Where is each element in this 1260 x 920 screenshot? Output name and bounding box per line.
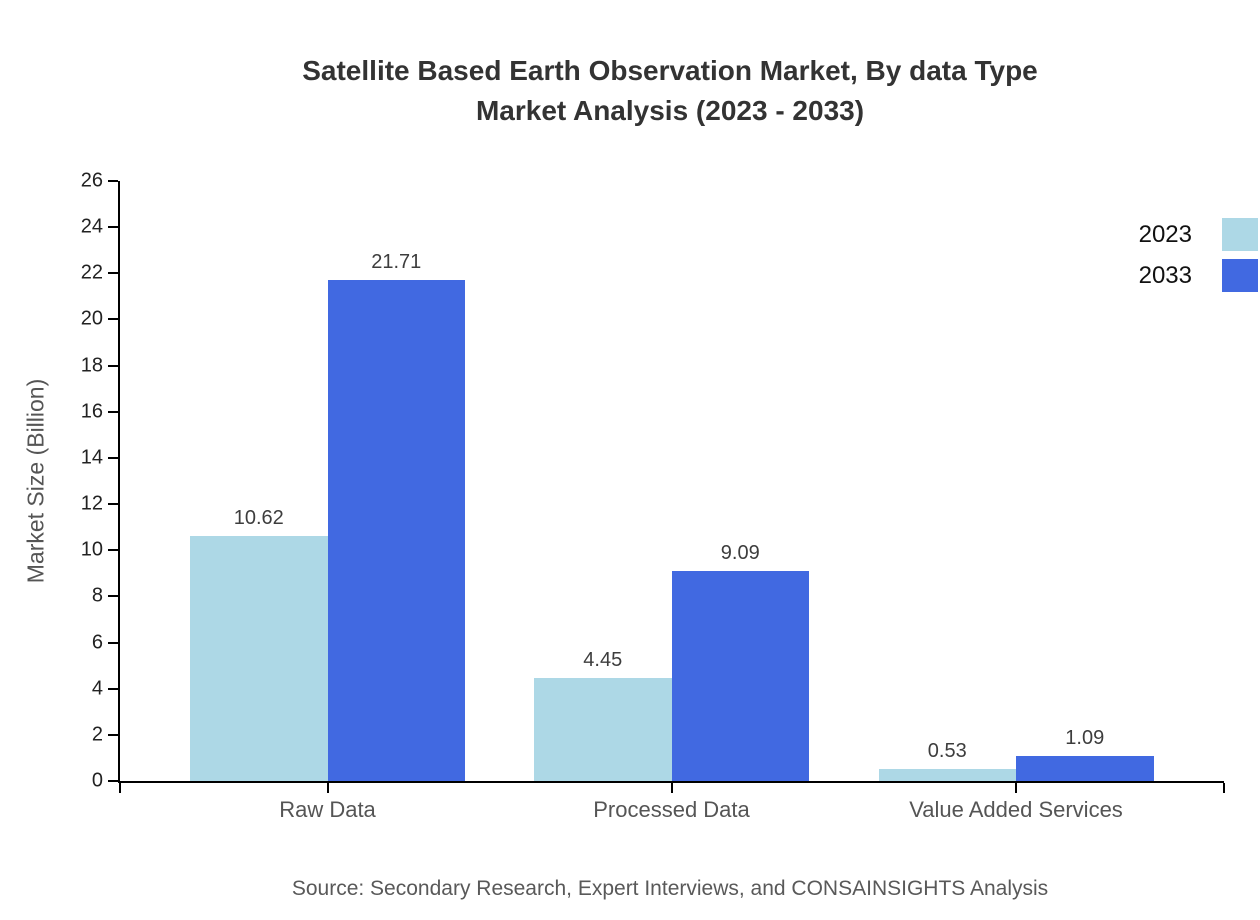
y-axis-tick-label: 10 (80, 538, 103, 561)
y-axis-tick (108, 180, 118, 182)
source-note: Source: Secondary Research, Expert Inter… (291, 877, 1049, 900)
x-axis-outer-tick (119, 783, 121, 793)
bar-2033-processed-data (671, 571, 809, 781)
legend: 2023 2033 (1139, 218, 1258, 292)
value-label: 4.45 (583, 649, 623, 672)
y-axis-tick-label: 2 (91, 723, 103, 746)
legend-label: 2033 (1138, 261, 1192, 289)
y-axis-tick (108, 733, 118, 736)
y-axis-tick-label: 14 (80, 446, 103, 469)
legend-swatch (1222, 218, 1258, 251)
y-axis-tick (108, 780, 118, 782)
y-axis-tick-label: 4 (91, 677, 103, 700)
x-axis-tick (326, 783, 329, 793)
y-axis-tick (108, 410, 118, 413)
y-axis-tick (108, 456, 118, 459)
x-axis-tick-label: Processed Data (593, 797, 750, 822)
value-label: 0.53 (927, 739, 967, 762)
y-axis-tick-label: 8 (91, 584, 103, 607)
x-axis-tick (670, 783, 673, 793)
y-axis-tick-label: 0 (91, 769, 103, 792)
plot-area: 0 2 4 6 8 10 12 14 16 18 20 22 24 26 Raw Data 10.62 21.7… (81, 170, 1225, 822)
bar-2023-raw-data (190, 535, 328, 781)
bar-2023-processed-data (534, 678, 672, 781)
y-axis-tick (108, 549, 118, 552)
chart-title-line-2: Market Analysis (2023 - 2033) (475, 95, 865, 126)
legend-swatch (1222, 259, 1258, 292)
bar-2033-value-added-services (1016, 755, 1154, 781)
y-axis-tick (108, 641, 118, 644)
y-axis-tick-label: 20 (80, 307, 103, 330)
value-label: 1.09 (1065, 726, 1105, 749)
value-label: 10.62 (233, 506, 284, 529)
legend-label: 2023 (1138, 220, 1192, 248)
y-axis-tick-label: 6 (91, 631, 103, 654)
chart-title: Satellite Based Earth Observation Market… (90, 51, 1250, 131)
y-axis-tick (108, 687, 118, 690)
legend-item-2033: 2033 (1139, 259, 1258, 292)
y-axis-title: Market Size (Billion) (22, 378, 49, 584)
bar-2033-raw-data (327, 280, 465, 781)
y-axis-tick-label: 16 (80, 400, 103, 423)
value-label: 21.71 (371, 251, 422, 273)
x-axis-tick-label: Raw Data (279, 797, 376, 822)
value-label: 9.09 (720, 542, 760, 565)
x-axis-tick (1015, 783, 1017, 793)
legend-item-2023: 2023 (1139, 218, 1258, 251)
y-axis-tick (108, 318, 118, 321)
chart-title-line-1: Satellite Based Earth Observation Market… (302, 55, 1038, 86)
y-axis-tick-label: 18 (80, 354, 103, 377)
y-axis-tick-label: 24 (80, 215, 103, 238)
y-axis-tick (108, 272, 118, 275)
y-axis-tick (108, 503, 118, 506)
y-axis-tick-label: 12 (80, 492, 103, 515)
y-axis-tick (108, 595, 118, 598)
y-axis-tick-label: 22 (80, 261, 103, 284)
y-axis-tick (108, 364, 118, 367)
y-axis-tick (108, 226, 118, 229)
bar-2023-value-added-services (878, 768, 1016, 781)
y-axis-tick-label: 26 (80, 169, 103, 192)
x-axis-tick-label: Value Added Services (909, 797, 1123, 822)
x-axis-outer-tick (1223, 783, 1225, 793)
